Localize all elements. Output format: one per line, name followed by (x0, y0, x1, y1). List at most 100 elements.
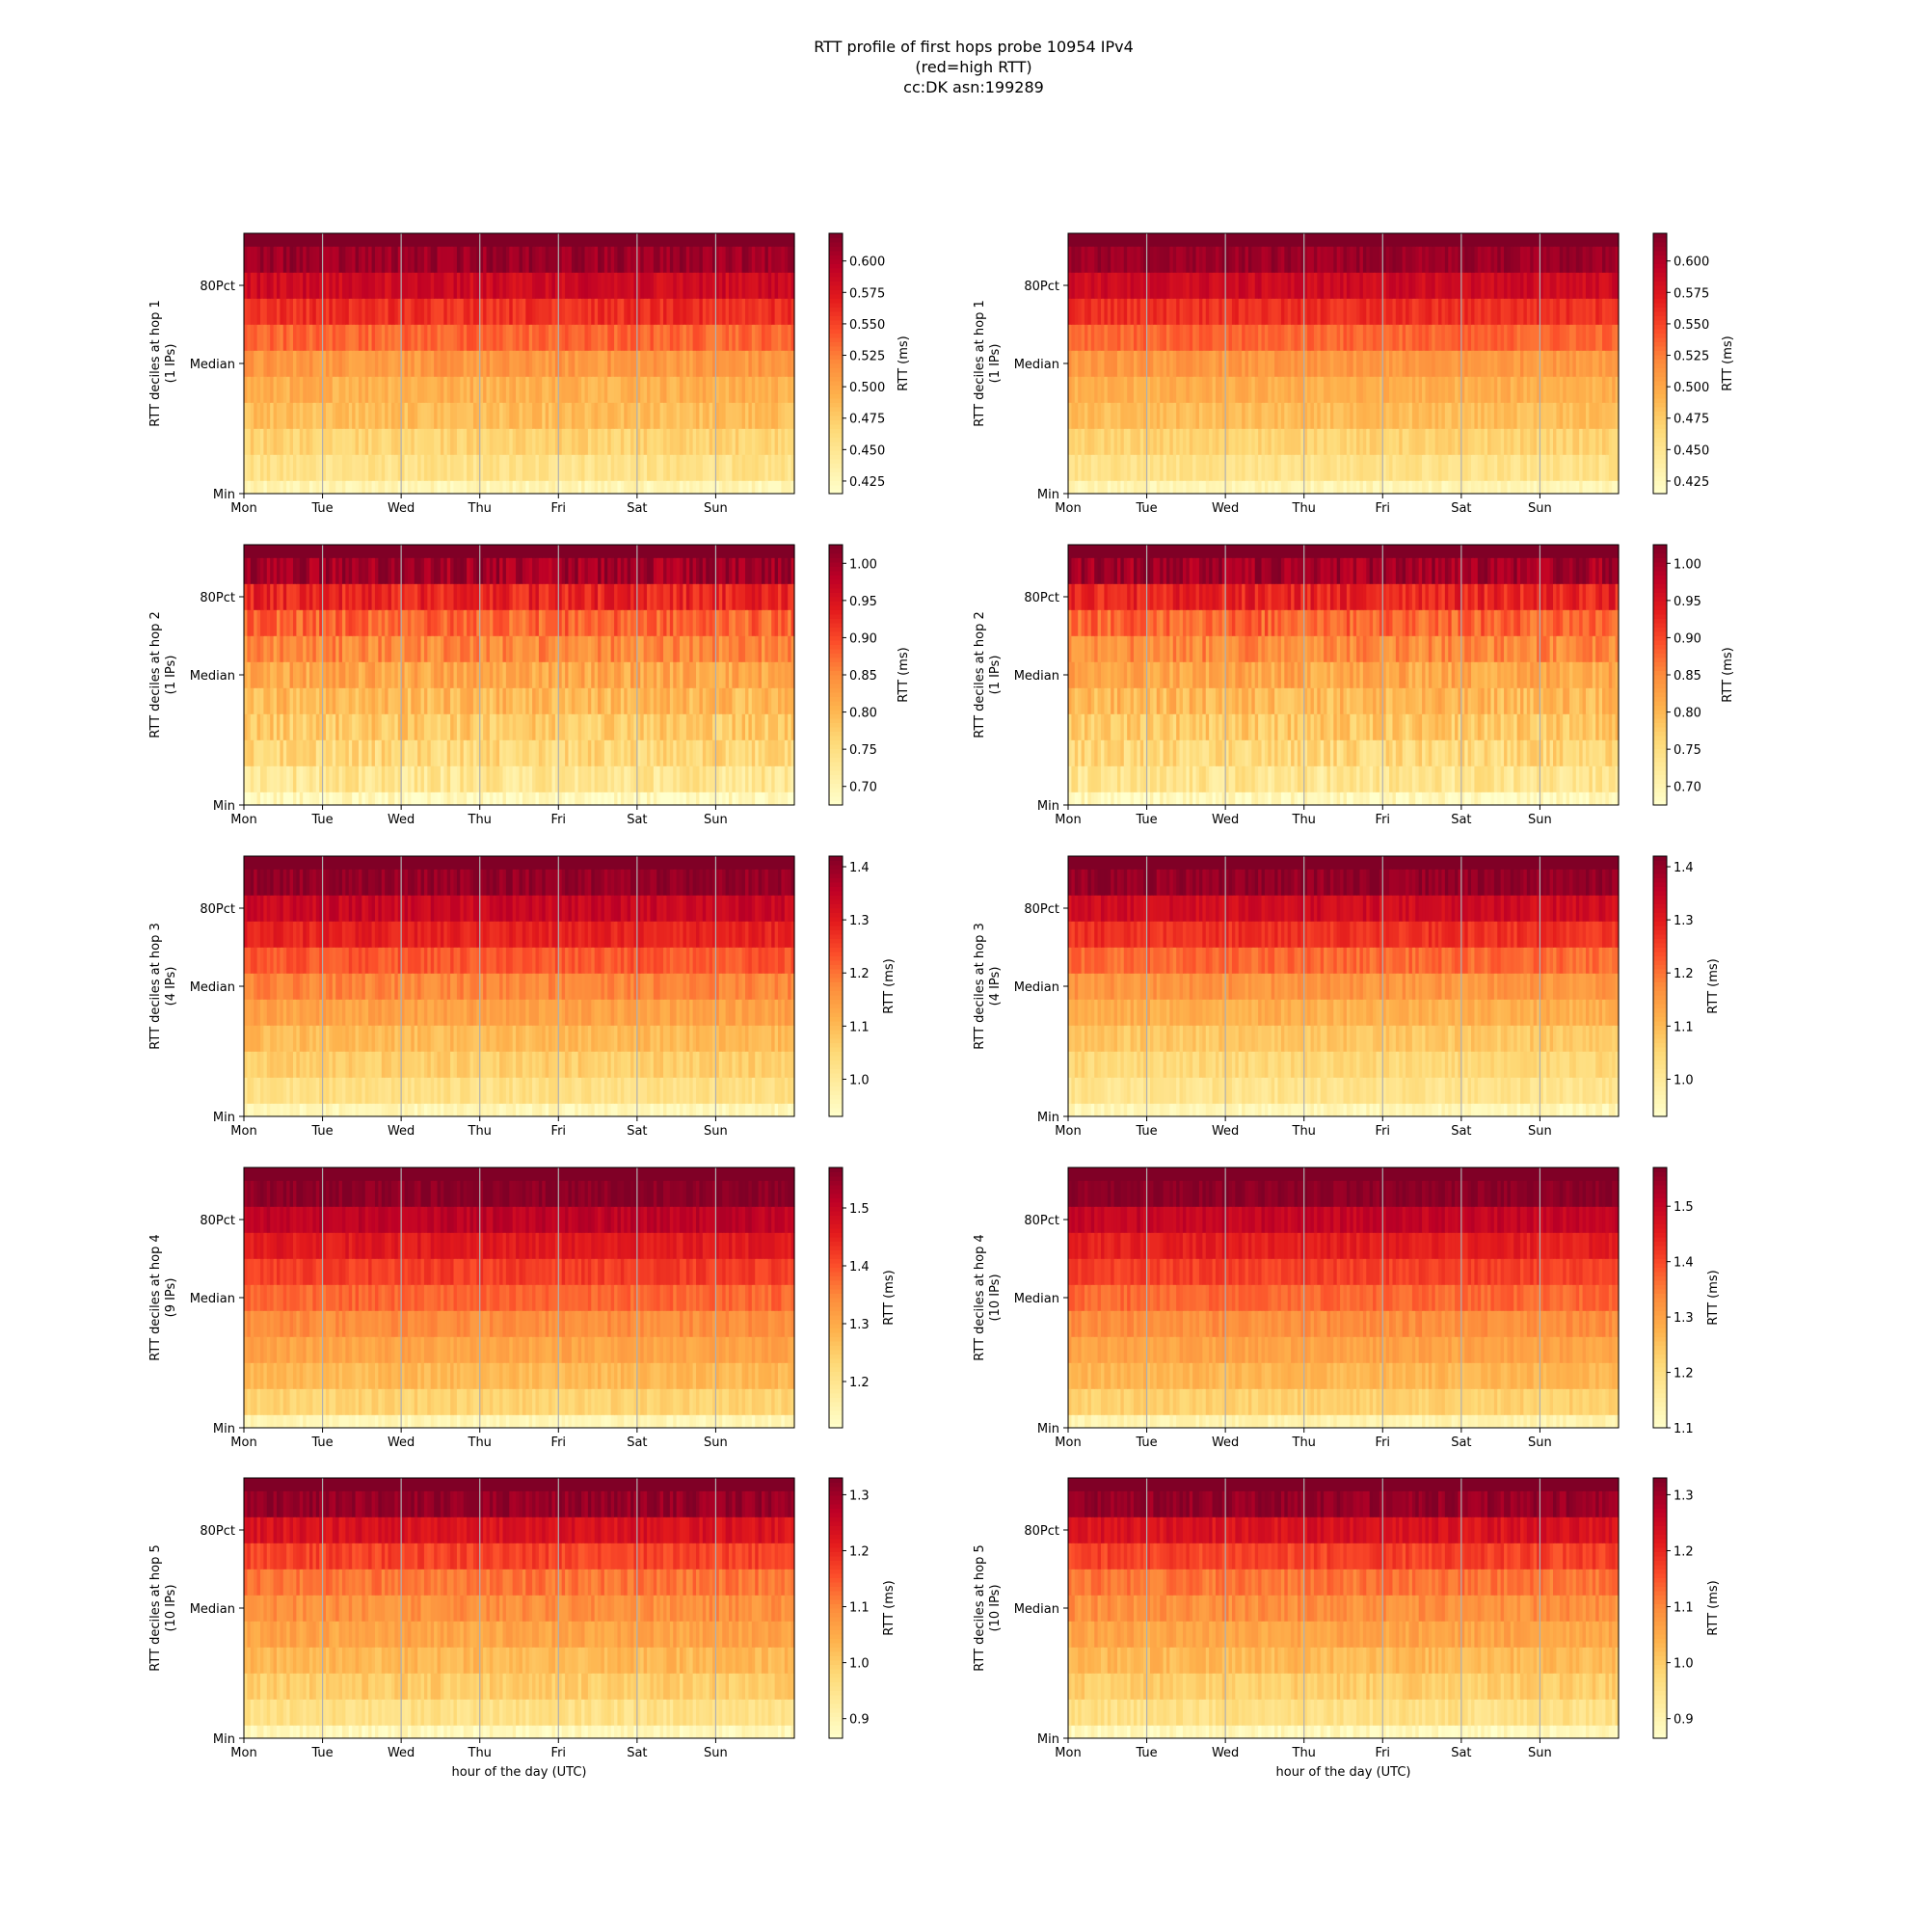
heatmap-cell (277, 688, 281, 714)
heatmap-cell (388, 662, 392, 688)
heatmap-cell (333, 766, 336, 792)
heatmap-cell (307, 714, 310, 740)
heatmap-cell (251, 766, 254, 792)
heatmap-cell (345, 714, 349, 740)
colorbar-tick-label: 0.425 (849, 475, 885, 490)
colorbar-tick-label: 0.525 (849, 350, 885, 364)
heatmap-cell (362, 455, 365, 481)
heatmap-cell (251, 714, 254, 740)
colorbar: 0.4250.4500.4750.5000.5250.5500.5750.600… (829, 233, 911, 495)
heatmap-cell (316, 351, 320, 377)
colorbar-segment (1653, 277, 1667, 282)
colorbar-segment (829, 273, 843, 278)
heatmap-cell (316, 403, 320, 429)
heatmap-cell (443, 662, 447, 688)
heatmap-cell (260, 662, 264, 688)
heatmap-cell (333, 636, 336, 662)
heatmap-cell (372, 377, 376, 403)
colorbar-segment (1653, 386, 1667, 390)
heatmap-cell (415, 325, 418, 351)
heatmap-cell (454, 662, 458, 688)
heatmap-cell (454, 233, 458, 247)
x-tick-label: Sun (704, 501, 728, 516)
heatmap-cell (372, 351, 376, 377)
x-tick-label: Sat (1451, 501, 1471, 516)
colorbar-segment (829, 233, 843, 238)
heatmap-cell (333, 247, 336, 273)
heatmap-cell (345, 455, 349, 481)
heatmap-cell (290, 740, 294, 766)
heatmap-cell (427, 299, 431, 325)
heatmap-cell (388, 403, 392, 429)
heatmap-cell (333, 351, 336, 377)
heatmap-cell (260, 377, 264, 403)
colorbar-segment (829, 320, 843, 325)
heatmap-cell (427, 688, 431, 714)
colorbar-segment (1653, 334, 1667, 338)
colorbar-segment (829, 446, 843, 451)
heatmap-cell (260, 403, 264, 429)
colorbar-segment (1653, 424, 1667, 429)
colorbar-segment (829, 308, 843, 312)
heatmap-cell (415, 740, 418, 766)
heatmap-cell (260, 688, 264, 714)
x-tick-label: Sat (627, 501, 647, 516)
heatmap-cell (362, 273, 365, 299)
heatmap-cell (251, 377, 254, 403)
colorbar-segment (829, 403, 843, 408)
heatmap-cell (443, 792, 447, 806)
colorbar-segment (1653, 363, 1667, 368)
colorbar-segment (829, 381, 843, 386)
heatmap-cell (307, 403, 310, 429)
colorbar-tick-label: 0.425 (1674, 475, 1709, 490)
heatmap-cell (290, 714, 294, 740)
y-tick-label: Min (1037, 488, 1059, 502)
heatmap-cell (307, 325, 310, 351)
heatmap-cell (333, 299, 336, 325)
heatmap-cell (454, 740, 458, 766)
heatmap-cell (345, 299, 349, 325)
heatmap-cell (470, 662, 474, 688)
colorbar-segment (1653, 238, 1667, 243)
heatmap-cell (260, 636, 264, 662)
colorbar-segment (829, 455, 843, 460)
heatmap-cell (316, 455, 320, 481)
heatmap-cell (415, 351, 418, 377)
colorbar-segment (1653, 299, 1667, 304)
colorbar-segment (829, 485, 843, 490)
colorbar-tick-label: 0.475 (849, 413, 885, 427)
heatmap-cell (372, 662, 376, 688)
heatmap-cell (277, 792, 281, 806)
heatmap-cell (483, 740, 487, 766)
x-tick-label: Wed (1212, 501, 1239, 516)
heatmap-cell (372, 714, 376, 740)
heatmap-cell (415, 429, 418, 455)
colorbar-tick-label: 0.550 (1674, 318, 1709, 333)
heatmap-cell (454, 481, 458, 495)
heatmap-cell (388, 247, 392, 273)
heatmap-cell (316, 377, 320, 403)
heatmap-cell (427, 273, 431, 299)
colorbar-segment (1653, 360, 1667, 364)
heatmap-cell (454, 325, 458, 351)
heatmap-cell (372, 792, 376, 806)
heatmap-cell (372, 273, 376, 299)
colorbar-segment (1653, 377, 1667, 382)
heatmap-cell (388, 455, 392, 481)
colorbar-segment (829, 429, 843, 434)
colorbar-segment (1653, 329, 1667, 334)
heatmap-cell (470, 403, 474, 429)
heatmap-cell (290, 325, 294, 351)
heatmap-cell (470, 455, 474, 481)
heatmap-cell (316, 740, 320, 766)
y-axis-label: RTT deciles at hop 1 (148, 300, 163, 426)
heatmap-cell (290, 688, 294, 714)
colorbar-segment (1653, 481, 1667, 486)
heatmap-cell (345, 792, 349, 806)
colorbar-segment (829, 303, 843, 308)
heatmap-cell (362, 351, 365, 377)
heatmap-cell (415, 247, 418, 273)
heatmap-cell (362, 429, 365, 455)
colorbar-segment (829, 450, 843, 455)
